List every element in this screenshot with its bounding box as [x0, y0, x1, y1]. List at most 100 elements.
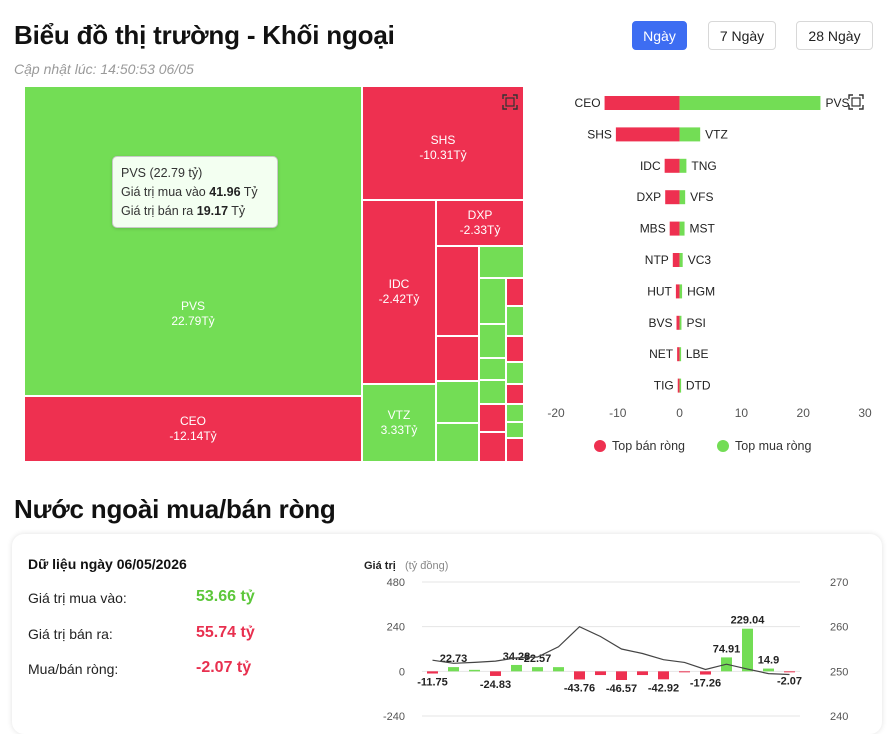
range-28-days-button[interactable]: 28 Ngày	[796, 21, 873, 50]
x-tick-label: 10	[735, 406, 749, 420]
treemap-tile[interactable]	[436, 381, 479, 423]
sell-ticker-label: MBS	[640, 222, 666, 236]
treemap-tile-pvs[interactable]: PVS 22.79Tỷ	[24, 86, 362, 396]
x-tick-label: 30	[858, 406, 872, 420]
tile-name: VTZ	[387, 408, 411, 422]
treemap-tile-vtz[interactable]: VTZ 3.33Tỷ	[362, 384, 436, 462]
net-bar	[784, 671, 795, 673]
sell-ticker-label: HUT	[647, 284, 672, 298]
buy-bar	[679, 347, 682, 362]
treemap-tile[interactable]	[479, 358, 506, 380]
net-bar-label: -11.75	[417, 677, 448, 689]
legend-label: Top bán ròng	[612, 439, 685, 453]
treemap-tile[interactable]	[479, 380, 506, 404]
net-value-label: Mua/bán ròng:	[28, 661, 119, 677]
sell-value-label: Giá trị bán ra:	[28, 626, 113, 642]
y-tick-label: 240	[387, 622, 405, 634]
buy-ticker-label: VTZ	[705, 127, 728, 141]
tooltip-buy-value: 41.96	[209, 185, 241, 199]
treemap-tile[interactable]	[506, 278, 524, 306]
treemap-tile-idc[interactable]: IDC -2.42Tỷ	[362, 200, 436, 384]
y-tick-label: -240	[383, 711, 405, 723]
y-axis-title: Giá trị	[364, 560, 396, 572]
sell-bar	[672, 253, 680, 267]
treemap: PVS 22.79Tỷ CEO -12.14Tỷ SHS -10.31Tỷ ID…	[24, 86, 524, 462]
buy-bar	[679, 284, 683, 299]
treemap-tile[interactable]	[506, 306, 524, 336]
sell-ticker-label: DXP	[637, 190, 662, 204]
net-bar	[595, 671, 606, 676]
net-bar	[553, 667, 564, 672]
tile-name: SHS	[430, 133, 456, 147]
treemap-tile[interactable]	[479, 404, 506, 432]
tile-name: IDC	[388, 277, 410, 291]
net-bar-label: -2.07	[777, 675, 802, 687]
index-line	[432, 625, 790, 676]
tile-name: DXP	[467, 208, 493, 222]
x-tick-label: 20	[797, 406, 811, 420]
sell-bar	[604, 96, 680, 110]
buy-ticker-label: VFS	[690, 190, 713, 204]
tile-value: -10.31Tỷ	[419, 148, 467, 162]
treemap-tile[interactable]	[506, 438, 524, 462]
expand-icon[interactable]	[502, 94, 518, 110]
net-bar	[637, 671, 648, 676]
sell-value: 55.74 tỷ	[196, 624, 255, 641]
y-axis-unit: (tỷ đồng)	[405, 560, 448, 572]
sell-ticker-label: NTP	[645, 253, 669, 267]
buy-bar	[679, 378, 682, 393]
x-tick-label: -20	[547, 406, 565, 420]
tooltip-buy-label: Giá trị mua vào	[121, 185, 206, 199]
net-bar	[532, 667, 543, 672]
net-bar-label: -46.57	[606, 683, 637, 695]
net-bar-label: 74.91	[713, 643, 741, 655]
net-bar	[679, 671, 690, 673]
page-title: Biểu đồ thị trường - Khối ngoại	[14, 20, 395, 50]
treemap-tile-ceo[interactable]: CEO -12.14Tỷ	[24, 396, 362, 462]
buy-ticker-label: LBE	[686, 347, 709, 361]
buy-ticker-label: HGM	[687, 284, 715, 298]
legend-swatch	[594, 440, 606, 452]
net-bar	[742, 628, 753, 672]
net-bar-label: 22.57	[524, 653, 552, 665]
treemap-tile[interactable]	[436, 336, 479, 381]
treemap-tile[interactable]	[506, 362, 524, 384]
treemap-tile[interactable]	[479, 324, 506, 358]
y2-tick-label: 250	[830, 666, 848, 678]
buy-bar	[679, 253, 683, 267]
treemap-tile-dxp[interactable]: DXP -2.33Tỷ	[436, 200, 524, 246]
top-net-bar-chart: CEO PVS SHS VTZ IDC TNG DXP VFS MBS MST NTP VC3 HUT H…	[547, 94, 872, 453]
range-7-days-button[interactable]: 7 Ngày	[708, 21, 776, 50]
updated-timestamp: Cập nhật lúc: 14:50:53 06/05	[14, 61, 194, 77]
net-flow-card	[12, 534, 882, 734]
net-bar-label: 34.28	[503, 651, 531, 663]
net-bar-label: -17.26	[690, 678, 721, 690]
y2-tick-label: 240	[830, 711, 848, 723]
treemap-tile[interactable]	[479, 246, 524, 278]
tile-value: -12.14Tỷ	[169, 429, 217, 443]
range-day-button[interactable]: Ngày	[632, 21, 687, 50]
buy-bar	[679, 221, 685, 236]
net-bar	[490, 671, 501, 676]
treemap-tooltip: PVS (22.79 tỷ) Giá trị mua vào 41.96 Tỷ …	[112, 156, 278, 228]
treemap-tile[interactable]	[506, 336, 524, 362]
tooltip-sell-label: Giá trị bán ra	[121, 204, 194, 218]
treemap-tile[interactable]	[479, 432, 506, 462]
net-bar	[700, 671, 711, 675]
tooltip-unit: Tỷ	[231, 204, 246, 218]
treemap-tile[interactable]	[436, 246, 479, 336]
buy-bar	[679, 96, 821, 110]
expand-icon[interactable]	[848, 94, 864, 110]
treemap-tile[interactable]	[506, 422, 524, 438]
treemap-tile[interactable]	[479, 278, 506, 324]
buy-bar	[679, 158, 687, 173]
buy-ticker-label: DTD	[686, 379, 711, 393]
treemap-tile[interactable]	[506, 384, 524, 404]
treemap-tile-shs[interactable]: SHS -10.31Tỷ	[362, 86, 524, 200]
sell-bar	[677, 378, 680, 393]
treemap-tile[interactable]	[506, 404, 524, 422]
net-bar-label: 14.9	[758, 655, 779, 667]
sell-bar	[615, 127, 680, 142]
data-date-label: Dữ liệu ngày 06/05/2026	[28, 556, 187, 572]
treemap-tile[interactable]	[436, 423, 479, 462]
